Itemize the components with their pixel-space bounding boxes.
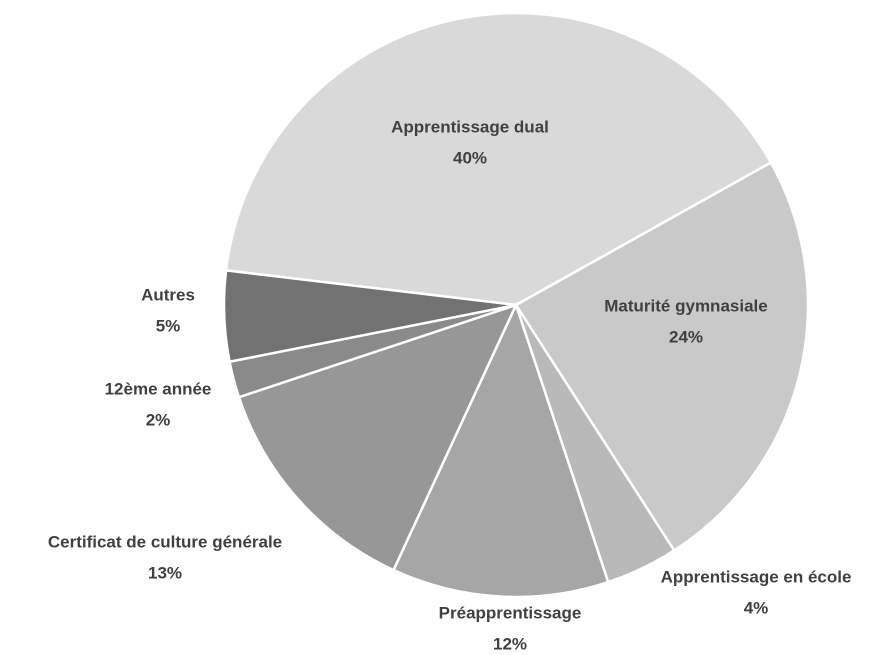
slice-label: Autres bbox=[141, 285, 195, 304]
pie-slice bbox=[224, 11, 773, 307]
slice-value: 5% bbox=[156, 316, 181, 335]
slice-label: Apprentissage dual bbox=[391, 117, 549, 136]
slice-label: Certificat de culture générale bbox=[48, 532, 282, 551]
slice-label: Apprentissage en école bbox=[661, 567, 852, 586]
pie-slice bbox=[237, 302, 519, 572]
slice-value: 13% bbox=[148, 563, 182, 582]
pie-slice bbox=[514, 160, 810, 553]
slice-label: Préapprentissage bbox=[439, 603, 582, 622]
slice-value: 2% bbox=[146, 410, 171, 429]
slice-label: 12ème année bbox=[105, 379, 212, 398]
pie-slice bbox=[222, 269, 517, 364]
slice-label: Maturité gymnasiale bbox=[604, 296, 767, 315]
slice-value: 4% bbox=[744, 598, 769, 617]
slice-value: 24% bbox=[669, 327, 703, 346]
pie-slice bbox=[391, 301, 610, 599]
slice-value: 40% bbox=[453, 148, 487, 167]
slice-value: 12% bbox=[493, 634, 527, 653]
